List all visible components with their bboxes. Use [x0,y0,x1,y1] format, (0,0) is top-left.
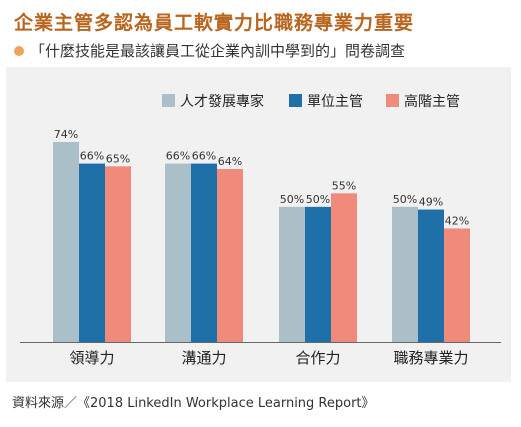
data-label-4-2: 49% [419,196,443,209]
data-label-3-3: 55% [332,179,356,192]
data-label-1-3: 65% [106,152,130,165]
data-label-2-3: 64% [218,155,242,168]
data-label-2-1: 66% [166,150,190,163]
legend-swatch-2 [289,94,302,107]
bar-1-2 [79,163,105,342]
legend-swatch-1 [162,94,175,107]
category-label-4: 職務專業力 [393,349,468,367]
chart-panel: 人才發展專家 單位主管 高階主管 74% 66% 65% 領導力 66% 66% 64% 溝通力 50… [6,67,511,382]
data-label-4-1: 50% [393,193,417,206]
bar-2-1 [165,163,191,342]
data-label-2-2: 66% [192,150,216,163]
bullet-icon [14,45,24,56]
bar-1-3 [105,166,131,342]
legend-label-1: 人才發展專家 [180,93,264,110]
subtitle-row: 「什麼技能是最該讓員工從企業內訓中學到的」問卷調查 [14,40,405,61]
chart-title: 企業主管多認為員工軟實力比職務專業力重要 [14,12,415,34]
chart-subtitle: 「什麼技能是最該讓員工從企業內訓中學到的」問卷調查 [30,42,406,60]
bar-4-2 [418,209,444,342]
category-label-2: 溝通力 [181,349,226,367]
data-label-3-2: 50% [306,193,330,206]
source-note: 資料來源／《2018 LinkedIn Workplace Learning R… [12,396,375,411]
data-label-4-3: 42% [445,214,469,227]
legend-label-2: 單位主管 [307,94,363,110]
data-label-1-2: 66% [80,150,104,163]
bar-3-2 [305,206,331,342]
data-label-1-1: 74% [54,128,78,141]
bar-3-3 [331,193,357,342]
bar-1-1 [53,141,79,342]
legend-swatch-3 [386,94,399,107]
bar-3-1 [279,206,305,342]
legend-label-3: 高階主管 [404,93,460,110]
bar-2-3 [217,169,243,342]
category-label-1: 領導力 [69,349,114,367]
bar-4-3 [444,228,470,342]
category-label-3: 合作力 [295,349,340,367]
bar-4-1 [392,206,418,342]
bar-2-2 [191,163,217,342]
data-label-3-1: 50% [280,193,304,206]
